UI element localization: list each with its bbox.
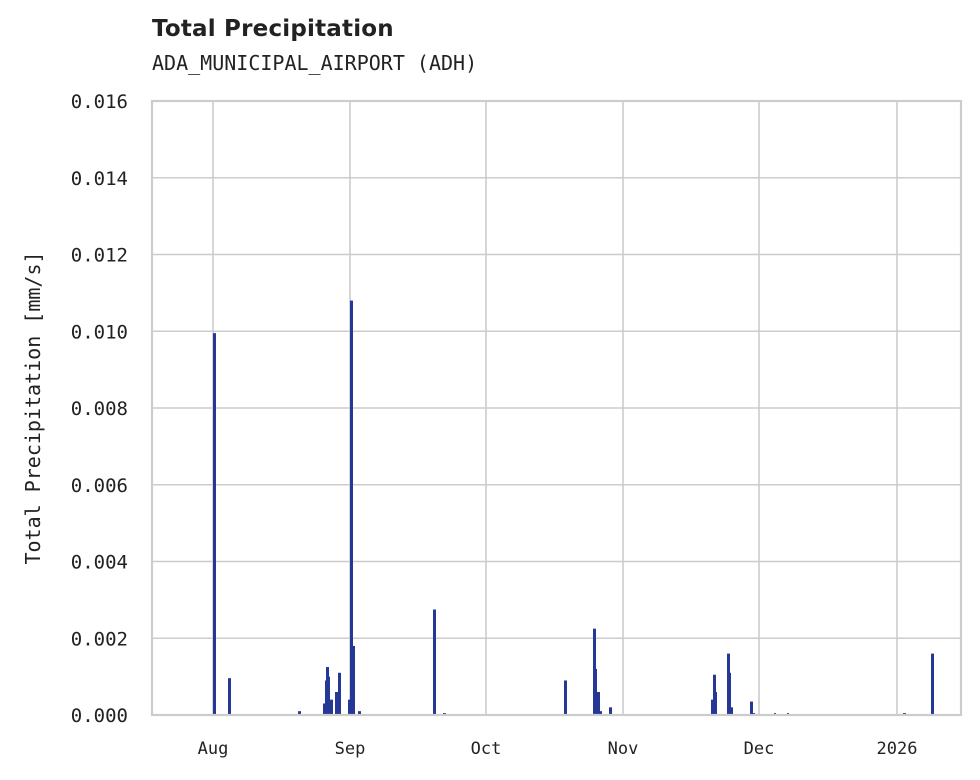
y-tick-label: 0.000 [71, 705, 128, 727]
y-tick-label: 0.004 [71, 552, 128, 574]
precip-bar [323, 703, 325, 715]
y-tick-label: 0.016 [71, 91, 128, 113]
precip-bar [711, 699, 713, 715]
precip-bar [228, 678, 231, 715]
precip-bar [350, 300, 353, 715]
precip-bar [729, 672, 731, 715]
gridlines [152, 100, 961, 716]
bar-series [213, 300, 934, 715]
precip-bar [597, 691, 600, 715]
chart-subtitle: ADA_MUNICIPAL_AIRPORT (ADH) [152, 51, 478, 75]
precip-bar [348, 699, 350, 715]
precip-bar [335, 691, 338, 715]
y-tick-label: 0.010 [71, 321, 128, 343]
precip-bar [931, 653, 934, 715]
precip-bar [564, 680, 567, 715]
x-axis-ticks: Aug Sep Oct Nov Dec 2026 [198, 739, 918, 759]
y-tick-label: 0.006 [71, 475, 128, 497]
x-tick-label: Sep [335, 739, 366, 759]
axes [150, 99, 963, 717]
x-tick-label: Oct [471, 739, 502, 759]
precip-bar [727, 653, 730, 715]
chart-title: Total Precipitation [152, 16, 394, 42]
precip-bar [731, 707, 733, 715]
precip-bar [609, 707, 612, 715]
precip-bar [338, 672, 341, 715]
plot-frame [150, 99, 963, 717]
precip-bar [298, 711, 301, 715]
x-tick-label: Dec [744, 739, 775, 759]
precip-bar [750, 701, 753, 715]
x-tick-label: Aug [198, 739, 229, 759]
y-tick-label: 0.012 [71, 245, 128, 267]
precip-bar [715, 691, 717, 715]
precip-bar [358, 711, 361, 715]
y-axis-label: Total Precipitation [mm/s] [21, 251, 45, 564]
precip-bar [433, 609, 436, 715]
precip-bar [595, 668, 597, 715]
precip-bar [213, 333, 216, 715]
x-tick-label: Nov [608, 739, 639, 759]
y-tick-label: 0.014 [71, 168, 128, 190]
precip-bar [593, 628, 596, 715]
precip-bar [326, 667, 329, 715]
precip-bar [330, 699, 333, 715]
x-tick-label: 2026 [877, 739, 918, 759]
precip-bar [328, 676, 330, 715]
precip-bar [713, 674, 716, 715]
precip-bar [352, 645, 355, 715]
y-axis-ticks: 0.000 0.002 0.004 0.006 0.008 0.010 0.012 0.014… [71, 91, 128, 727]
precip-bar [600, 711, 602, 715]
y-tick-label: 0.008 [71, 398, 128, 420]
y-tick-label: 0.002 [71, 628, 128, 650]
